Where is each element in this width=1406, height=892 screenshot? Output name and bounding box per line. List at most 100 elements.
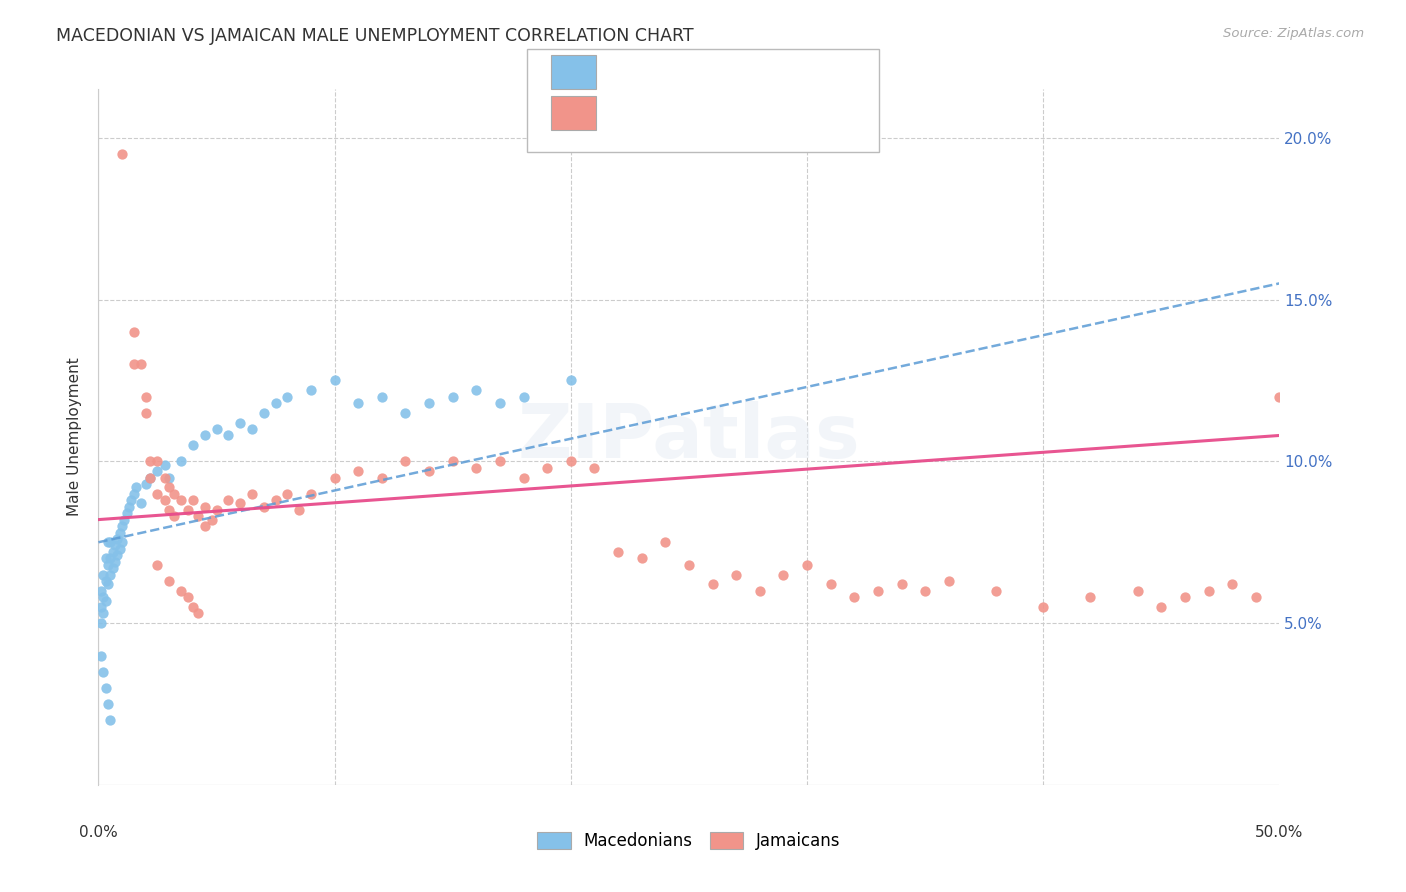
Point (630, 551, 652, 566)
Point (91, 591, 114, 605)
Point (866, 583, 889, 598)
Point (654, 535, 676, 549)
Point (170, 583, 193, 598)
Point (146, 486, 169, 500)
Point (98, 551, 121, 566)
Point (1174, 591, 1197, 605)
Point (111, 147, 134, 161)
Text: Source: ZipAtlas.com: Source: ZipAtlas.com (1223, 27, 1364, 40)
Point (105, 548, 128, 562)
Point (181, 599, 204, 614)
Point (217, 428, 239, 442)
Point (702, 577, 724, 591)
Point (139, 470, 162, 484)
Point (264, 396, 287, 410)
Point (94, 681, 117, 695)
Text: 0.0%: 0.0% (79, 825, 118, 840)
Point (153, 493, 176, 508)
Point (1244, 591, 1267, 605)
Point (90, 583, 112, 598)
Point (97, 577, 120, 591)
Point (229, 416, 252, 430)
Point (122, 486, 145, 500)
Point (153, 458, 176, 472)
Text: 50.0%: 50.0% (1256, 825, 1303, 840)
Point (111, 519, 134, 533)
Point (91, 665, 114, 679)
Point (240, 486, 263, 500)
Point (465, 460, 488, 475)
Point (91, 567, 114, 582)
Point (125, 480, 148, 494)
Point (489, 454, 512, 468)
Text: ZIPatlas: ZIPatlas (517, 401, 860, 474)
Text: N =: N = (699, 106, 733, 121)
Point (97, 535, 120, 549)
Point (139, 454, 162, 468)
Point (512, 390, 534, 404)
Point (105, 532, 128, 546)
Point (1220, 577, 1243, 591)
Point (536, 460, 558, 475)
Point (177, 503, 200, 517)
Point (139, 470, 162, 484)
Point (104, 555, 127, 569)
Text: 0.119: 0.119 (647, 64, 695, 79)
Point (122, 357, 145, 371)
Point (1126, 583, 1149, 598)
Point (98, 567, 121, 582)
Point (607, 545, 630, 559)
Point (129, 496, 152, 510)
Point (820, 577, 842, 591)
Point (347, 396, 370, 410)
Point (194, 500, 217, 514)
Point (229, 496, 252, 510)
Point (146, 558, 169, 572)
Point (1198, 583, 1220, 598)
Point (347, 464, 370, 478)
Point (121, 493, 143, 508)
Point (101, 561, 124, 575)
Point (115, 506, 138, 520)
Point (253, 406, 276, 420)
Point (299, 383, 322, 397)
Text: 76: 76 (738, 106, 759, 121)
Point (441, 454, 464, 468)
Point (181, 438, 204, 452)
Y-axis label: Male Unemployment: Male Unemployment (67, 358, 83, 516)
Point (157, 470, 180, 484)
Point (112, 513, 135, 527)
Point (181, 493, 204, 508)
Point (146, 464, 169, 478)
Point (135, 406, 157, 420)
Point (94, 574, 117, 588)
Point (371, 390, 394, 404)
Point (217, 493, 239, 508)
Point (129, 357, 152, 371)
Point (560, 454, 582, 468)
Point (489, 396, 512, 410)
Point (170, 454, 193, 468)
Point (796, 558, 818, 572)
Point (914, 583, 936, 598)
Point (240, 422, 263, 436)
Point (205, 503, 228, 517)
Text: 0.193: 0.193 (647, 106, 695, 121)
Point (146, 454, 169, 468)
Point (118, 500, 141, 514)
Point (94, 593, 117, 607)
Point (201, 513, 224, 527)
Point (97, 697, 120, 711)
Point (104, 539, 127, 553)
Point (441, 390, 464, 404)
Point (276, 390, 298, 404)
Point (371, 470, 394, 484)
Text: N =: N = (699, 64, 733, 79)
Point (157, 574, 180, 588)
Point (288, 503, 311, 517)
Text: 63: 63 (738, 64, 759, 79)
Point (94, 551, 117, 566)
Point (844, 591, 866, 605)
Point (98, 535, 121, 549)
Point (725, 567, 748, 582)
